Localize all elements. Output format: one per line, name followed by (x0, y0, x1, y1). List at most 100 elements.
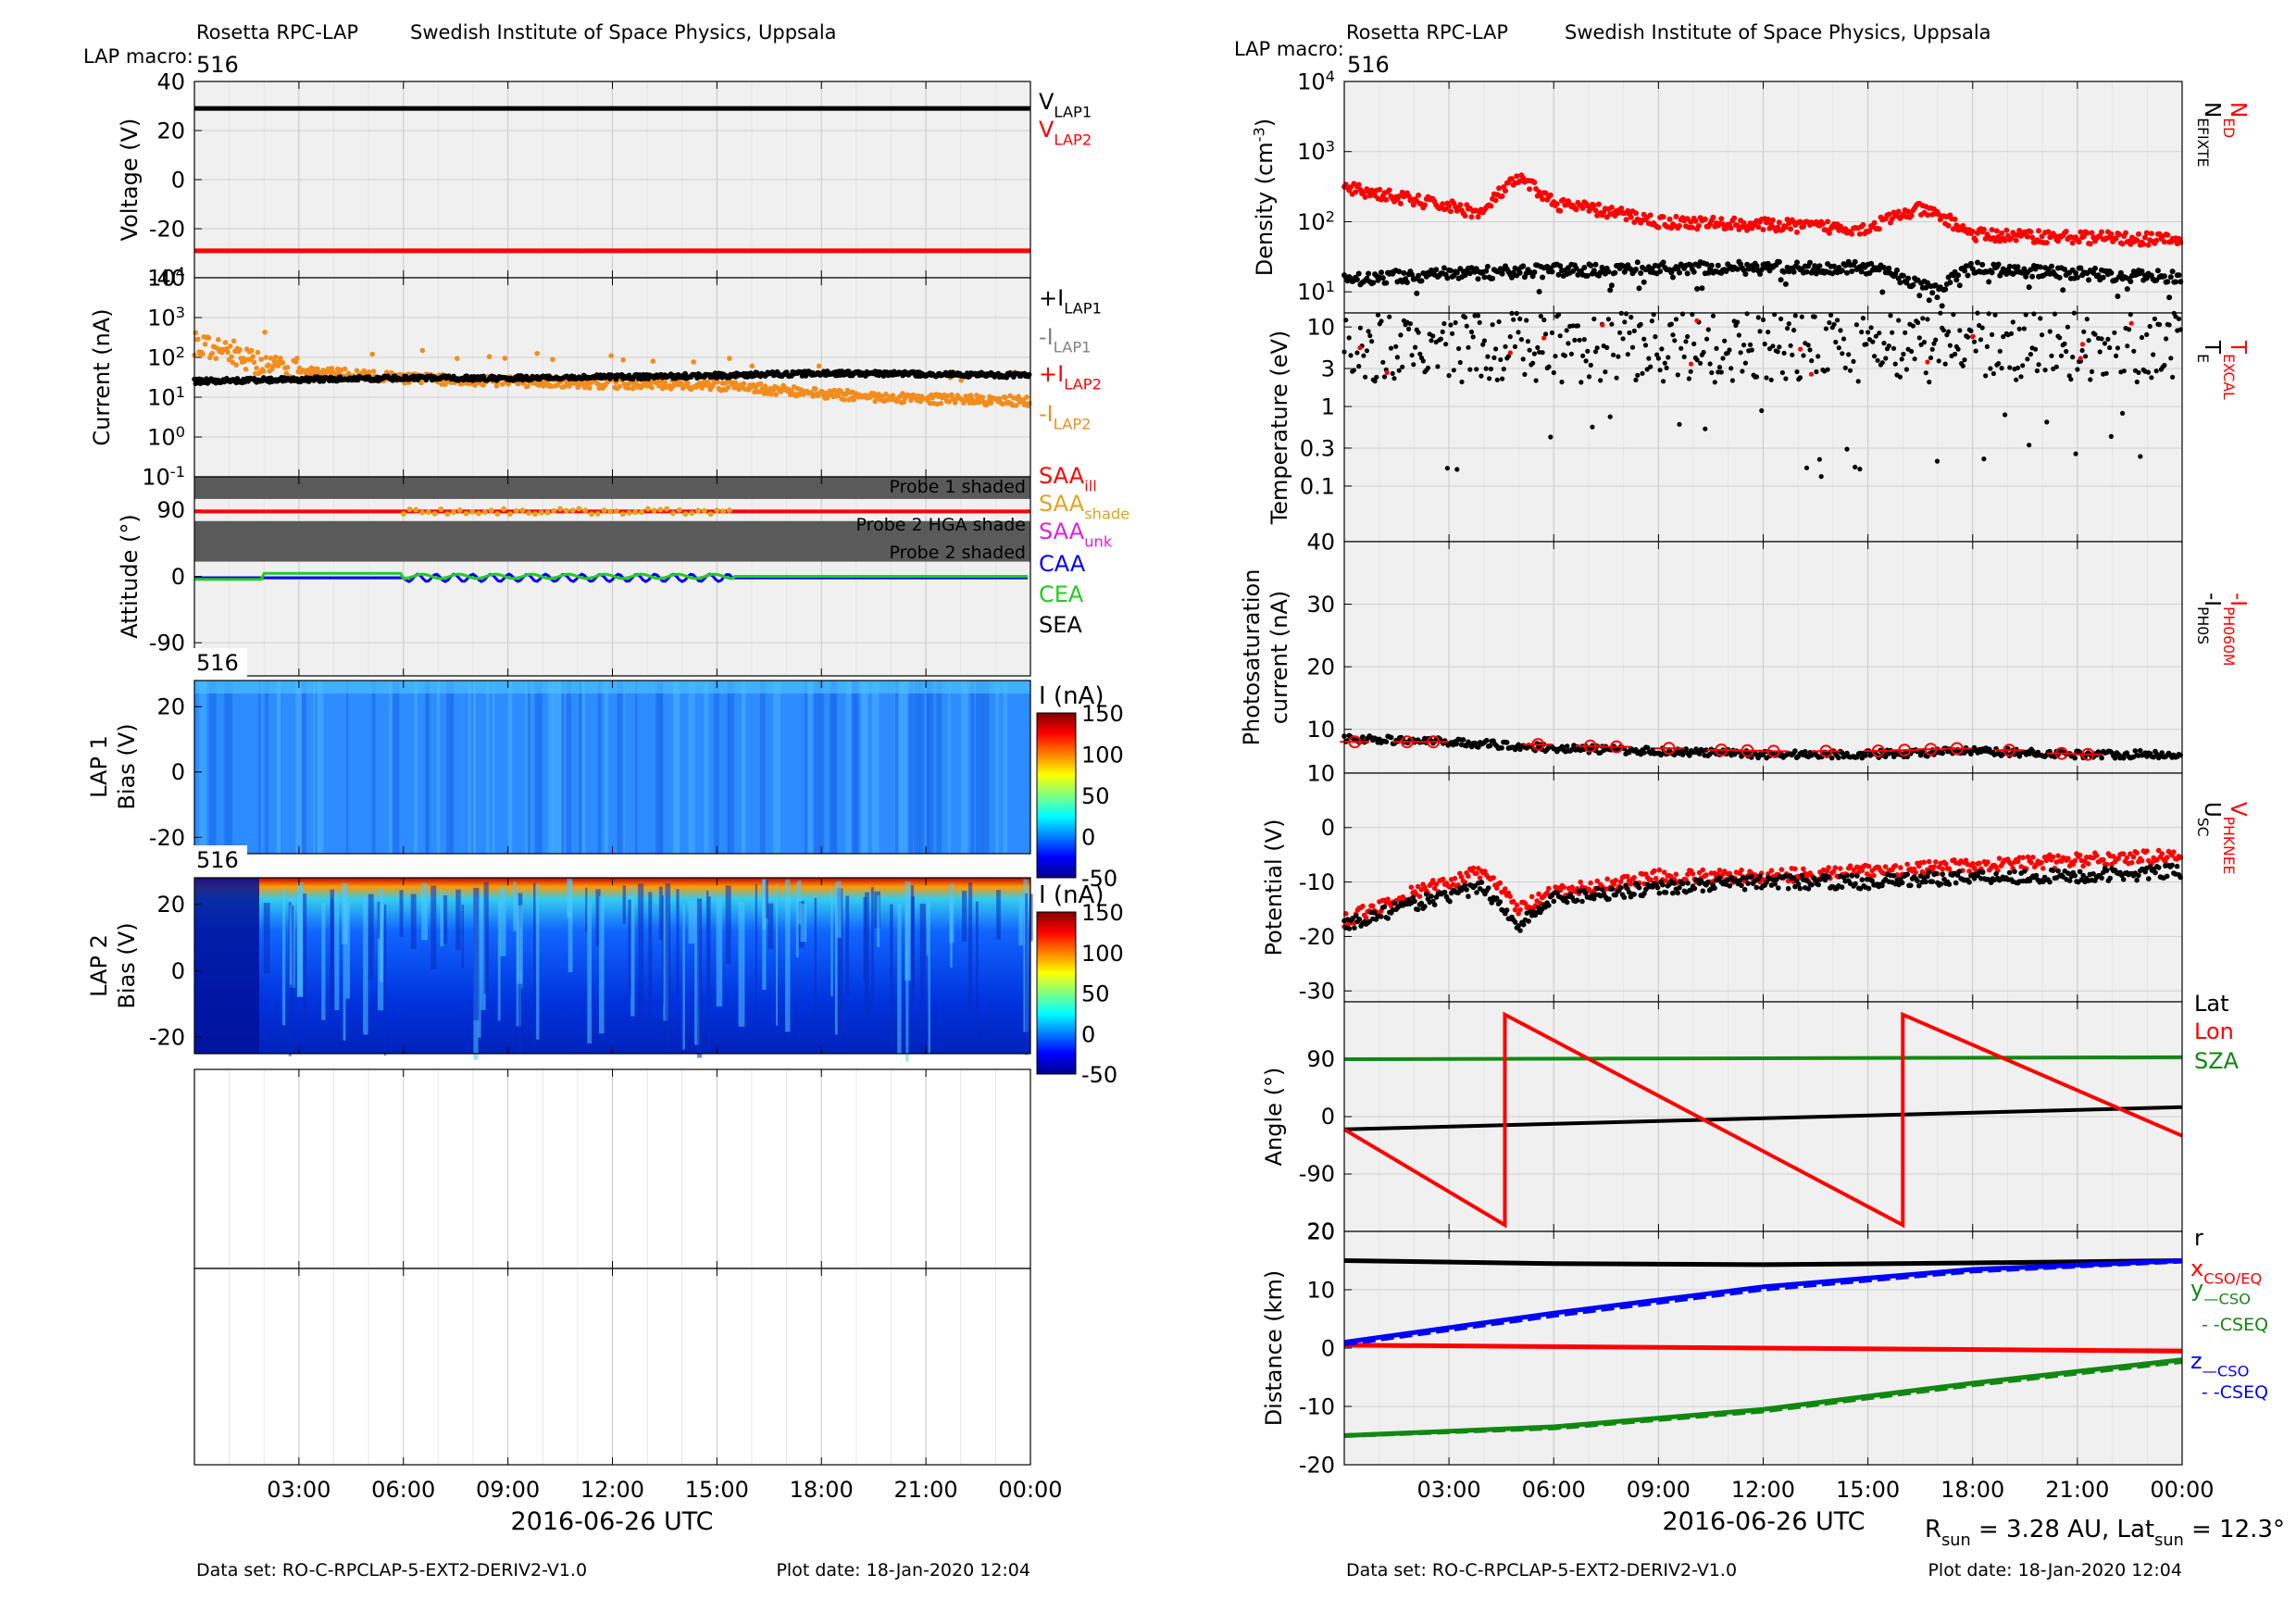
data-point (1801, 223, 1806, 230)
data-point (1836, 755, 1841, 761)
data-point (2006, 263, 2013, 269)
data-point (1608, 205, 1615, 210)
data-point (1416, 192, 1422, 198)
data-point (1823, 326, 1828, 331)
data-point (1956, 282, 1963, 289)
data-point (1575, 323, 1580, 329)
data-point (1847, 863, 1853, 868)
data-point (1805, 343, 1811, 348)
photosat-ylabel-line2: current (nA) (1267, 591, 1292, 725)
data-point (1656, 867, 1663, 873)
data-point (587, 385, 593, 391)
data-point (2073, 451, 2078, 456)
data-point (1661, 869, 1667, 875)
lap1-heatmap-stripe (551, 681, 557, 854)
data-point (1939, 303, 1945, 309)
data-point (2088, 377, 2093, 382)
data-point (1749, 347, 1754, 353)
data-point (1921, 859, 1928, 866)
data-point (1826, 865, 1831, 870)
data-point (1625, 352, 1630, 357)
data-point (2163, 858, 2168, 865)
data-point (2166, 294, 2173, 301)
data-point (2077, 852, 2083, 858)
data-point (2025, 356, 2030, 362)
data-point (2145, 369, 2152, 375)
lap2-heatmap-stripe (291, 905, 294, 1018)
lap1-macro-label: 516 (196, 650, 239, 676)
lap2-heatmap-stripe (694, 900, 700, 1045)
data-point (1936, 358, 1941, 364)
data-point (1718, 369, 1724, 375)
lap1-heatmap-stripe (224, 681, 230, 854)
lap2-heatmap-stripe (738, 901, 745, 1027)
data-point (1920, 316, 1926, 321)
data-point (1493, 885, 1500, 891)
data-point (2062, 341, 2067, 346)
y-tick-label: 40 (156, 69, 185, 94)
lap1-heatmap-stripe (467, 681, 472, 854)
data-point (1670, 274, 1676, 281)
data-point (1414, 290, 1420, 296)
data-point (842, 397, 847, 403)
right-figure: Rosetta RPC-LAP Swedish Institute of Spac… (1234, 21, 2285, 1580)
y-tick-label: 103 (147, 304, 185, 331)
data-point (1386, 187, 1392, 194)
data-point (1577, 337, 1582, 343)
data-point (2144, 848, 2150, 854)
data-point (1527, 347, 1532, 353)
lap2-heatmap-stripe (926, 901, 929, 956)
data-point (1808, 371, 1815, 377)
lap1-heatmap-stripe (895, 681, 899, 854)
data-point (1678, 345, 1684, 351)
data-point (1704, 336, 1710, 342)
data-point (725, 384, 731, 391)
data-point (1664, 365, 1669, 370)
data-point (2010, 319, 2015, 325)
data-point (1734, 222, 1741, 229)
lap1-heatmap-stripe (507, 681, 513, 854)
data-point (1685, 333, 1691, 340)
data-point (1540, 196, 1546, 203)
lap2-heatmap-stripe (455, 889, 461, 951)
data-point (1464, 323, 1469, 329)
x-tick-label: 18:00 (790, 1477, 854, 1503)
lap2-heatmap-stripe (638, 883, 644, 1028)
x-tick-label: 15:00 (685, 1477, 749, 1503)
data-point (1698, 360, 1703, 366)
lap1-heatmap-stripe (558, 681, 563, 854)
data-point (1864, 342, 1869, 347)
data-point (601, 507, 607, 514)
lap2-heatmap-stripe (334, 892, 340, 1011)
data-point (1441, 320, 1447, 327)
data-point (2154, 268, 2161, 274)
data-point (1348, 353, 1354, 358)
data-point (1960, 222, 1966, 229)
data-point (1496, 185, 1503, 192)
data-point (1720, 356, 1726, 361)
data-point (1703, 872, 1709, 878)
data-point (1966, 868, 1972, 874)
data-point (1470, 865, 1477, 871)
lap2-heatmap-stripe (368, 893, 374, 980)
data-point (1999, 230, 2005, 236)
data-point (1374, 374, 1379, 380)
lap2-heatmap-stripe (345, 900, 350, 999)
data-point (1458, 874, 1465, 880)
data-point (938, 400, 944, 406)
data-point (727, 356, 732, 361)
lap1-heatmap-stripe (346, 681, 349, 854)
lap2-heatmap-stripe (877, 894, 880, 947)
data-point (1603, 369, 1608, 375)
data-point (1797, 219, 1803, 225)
lap2-heatmap-stripe (622, 885, 626, 924)
lap1-heatmap-stripe (830, 681, 838, 854)
data-point (2170, 374, 2176, 380)
data-point (1591, 316, 1597, 322)
data-point (1792, 866, 1798, 872)
data-point (1546, 885, 1552, 892)
lap1-heatmap-stripe (961, 681, 968, 854)
data-point (1835, 318, 1841, 323)
instrument-title: Rosetta RPC-LAP (1346, 21, 1508, 44)
data-point (1533, 378, 1539, 383)
